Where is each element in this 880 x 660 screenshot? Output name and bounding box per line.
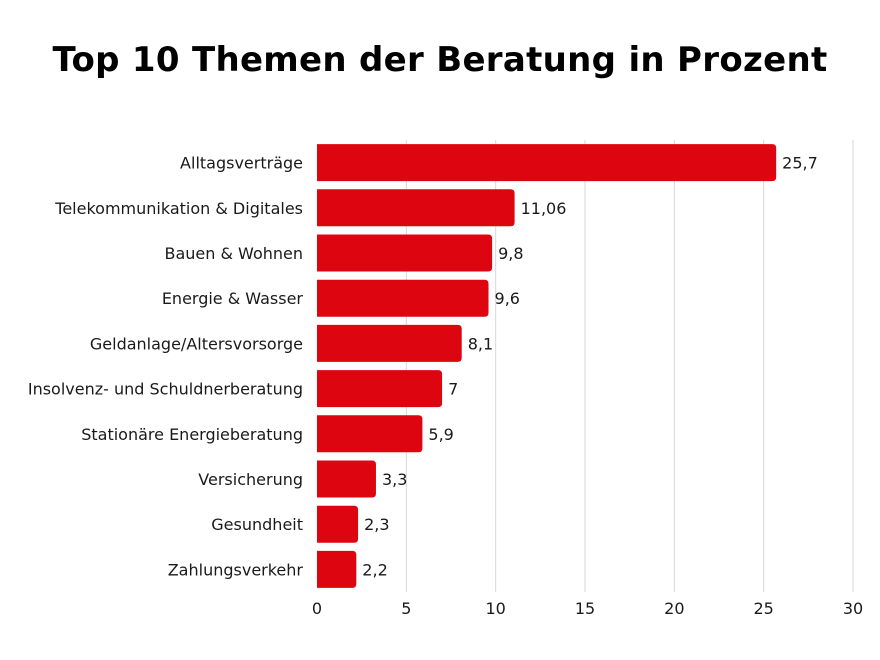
category-label: Bauen & Wohnen bbox=[165, 244, 304, 263]
bar bbox=[317, 550, 357, 588]
category-label: Gesundheit bbox=[211, 515, 303, 534]
x-tick-label: 15 bbox=[575, 599, 595, 618]
category-label: Telekommunikation & Digitales bbox=[54, 199, 303, 218]
chart-title: Top 10 Themen der Beratung in Prozent bbox=[52, 40, 828, 80]
x-tick-label: 30 bbox=[843, 599, 863, 618]
x-tick-label: 10 bbox=[485, 599, 505, 618]
bar bbox=[317, 415, 423, 453]
category-label: Stationäre Energieberatung bbox=[81, 425, 303, 444]
value-label: 8,1 bbox=[468, 334, 493, 353]
category-label: Geldanlage/Altersvorsorge bbox=[90, 334, 303, 353]
x-tick-label: 5 bbox=[401, 599, 411, 618]
value-label: 2,3 bbox=[364, 515, 389, 534]
category-label: Versicherung bbox=[198, 470, 303, 489]
value-label: 2,2 bbox=[362, 560, 387, 579]
category-label: Insolvenz- und Schuldnerberatung bbox=[28, 380, 303, 399]
x-tick-label: 20 bbox=[664, 599, 684, 618]
value-labels: 25,7 11,06 9,8 9,6 8,1 7 5,9 3,3 2,3 2,2 bbox=[362, 154, 817, 580]
value-label: 5,9 bbox=[428, 425, 453, 444]
value-label: 7 bbox=[448, 380, 458, 399]
bar bbox=[317, 144, 777, 182]
bar bbox=[317, 370, 443, 408]
bar bbox=[317, 324, 462, 362]
x-tick-label: 25 bbox=[753, 599, 773, 618]
category-label: Alltagsverträge bbox=[180, 154, 303, 173]
bar bbox=[317, 505, 359, 543]
x-tick-label: 0 bbox=[312, 599, 322, 618]
category-labels: Alltagsverträge Telekommunikation & Digit… bbox=[28, 154, 304, 580]
bar bbox=[317, 189, 515, 227]
value-label: 3,3 bbox=[382, 470, 407, 489]
value-label: 11,06 bbox=[521, 199, 567, 218]
bar bbox=[317, 234, 493, 272]
category-label: Zahlungsverkehr bbox=[168, 560, 304, 579]
x-axis-ticks: 0 5 10 15 20 25 30 bbox=[312, 599, 863, 618]
bars bbox=[317, 144, 777, 588]
value-label: 9,8 bbox=[498, 244, 523, 263]
bar bbox=[317, 279, 489, 317]
bar bbox=[317, 460, 376, 498]
value-label: 25,7 bbox=[782, 154, 818, 173]
value-label: 9,6 bbox=[495, 289, 520, 308]
category-label: Energie & Wasser bbox=[162, 289, 304, 308]
